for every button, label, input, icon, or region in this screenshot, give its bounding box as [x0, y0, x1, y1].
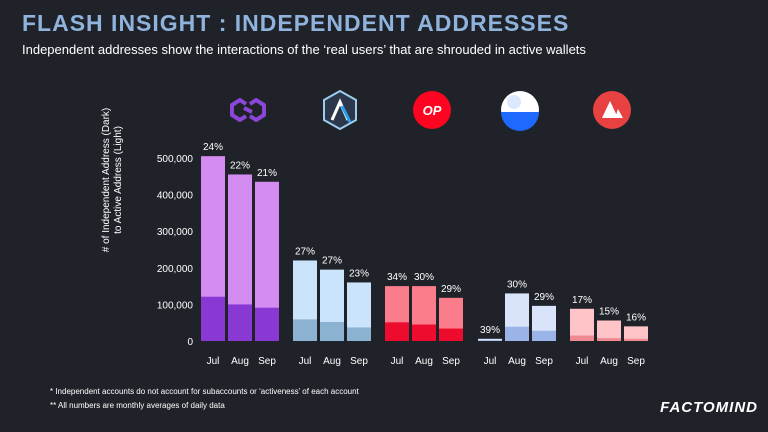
- bar-independent: [293, 319, 317, 341]
- y-tick-label: 200,000: [157, 264, 194, 275]
- x-tick-label: Jul: [484, 356, 497, 367]
- bar-percent-label: 30%: [414, 272, 434, 283]
- bar-active: [478, 338, 502, 341]
- brand-logo: FACTOMIND: [660, 399, 758, 416]
- bar-independent: [320, 321, 344, 341]
- bar-percent-label: 27%: [322, 256, 342, 267]
- x-tick-label: Aug: [415, 356, 433, 367]
- x-tick-label: Sep: [350, 356, 368, 367]
- bar-independent: [570, 335, 594, 341]
- optimism-icon-text: OP: [423, 103, 442, 118]
- bar-independent: [255, 307, 279, 341]
- bar-active: [624, 326, 648, 341]
- polygon-icon: [230, 98, 266, 122]
- optimism-icon: [413, 91, 451, 129]
- x-tick-label: Sep: [442, 356, 460, 367]
- bar-percent-label: 29%: [441, 284, 461, 295]
- avalanche-icon-mark: [602, 101, 618, 118]
- page-title: FLASH INSIGHT : INDEPENDENT ADDRESSES: [22, 10, 570, 36]
- x-tick-label: Sep: [627, 356, 645, 367]
- bar-independent: [412, 324, 436, 341]
- bar-independent: [201, 296, 225, 341]
- footnote-2: ** All numbers are monthly averages of d…: [50, 401, 225, 410]
- y-tick-label: 500,000: [157, 154, 194, 165]
- bar-percent-label: 30%: [507, 279, 527, 290]
- x-tick-label: Sep: [535, 356, 553, 367]
- zksync-icon-highlight: [507, 95, 521, 109]
- bar-independent: [478, 340, 502, 341]
- arbitrum-icon: [323, 89, 357, 131]
- bar-percent-label: 39%: [480, 325, 500, 336]
- bar-percent-label: 24%: [203, 142, 223, 153]
- zksync-icon-fill: [501, 112, 539, 131]
- bar-independent: [597, 338, 621, 341]
- bar-percent-label: 27%: [295, 246, 315, 257]
- bar-percent-label: 15%: [599, 307, 619, 318]
- bar-independent: [347, 327, 371, 341]
- bar-independent: [228, 304, 252, 341]
- bar-active: [597, 320, 621, 341]
- x-tick-label: Jul: [299, 356, 312, 367]
- bar-independent: [505, 326, 529, 341]
- bar-percent-label: 29%: [534, 292, 554, 303]
- y-tick-label: 100,000: [157, 300, 194, 311]
- x-tick-label: Aug: [600, 356, 618, 367]
- bar-independent: [532, 330, 556, 341]
- x-tick-label: Aug: [323, 356, 341, 367]
- bar-percent-label: 23%: [349, 268, 369, 279]
- y-tick-label: 300,000: [157, 227, 194, 238]
- x-tick-label: Aug: [508, 356, 526, 367]
- x-tick-label: Jul: [207, 356, 220, 367]
- bar-percent-label: 21%: [257, 168, 277, 179]
- x-tick-label: Jul: [576, 356, 589, 367]
- avalanche-icon-mark-small: [615, 109, 623, 118]
- x-tick-label: Aug: [231, 356, 249, 367]
- bar-independent: [439, 328, 463, 341]
- footnote-1: * Independent accounts do not account fo…: [50, 387, 359, 396]
- bar-percent-label: 16%: [626, 312, 646, 323]
- bar-independent: [624, 338, 648, 341]
- y-tick-label: 0: [187, 337, 193, 348]
- bar-percent-label: 34%: [387, 272, 407, 283]
- x-tick-label: Jul: [391, 356, 404, 367]
- bar-percent-label: 17%: [572, 295, 592, 306]
- page-subtitle: Independent addresses show the interacti…: [22, 42, 586, 57]
- bar-independent: [385, 322, 409, 341]
- bar-percent-label: 22%: [230, 160, 250, 171]
- x-tick-label: Sep: [258, 356, 276, 367]
- y-tick-label: 400,000: [157, 191, 194, 202]
